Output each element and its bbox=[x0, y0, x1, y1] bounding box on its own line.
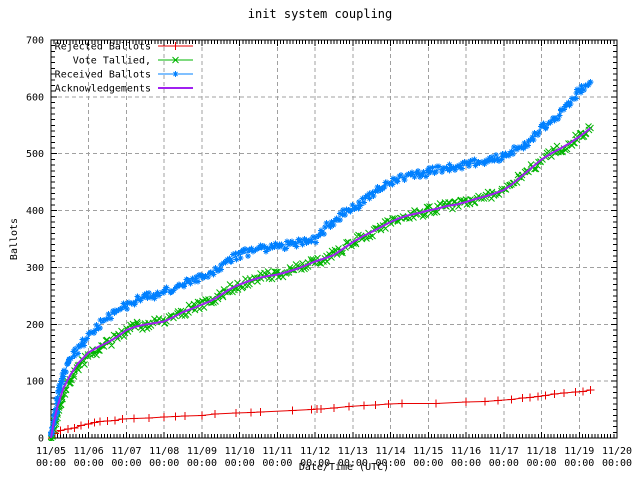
legend: Rejected Ballots Vote Tallied, Received Ba… bbox=[55, 42, 193, 95]
legend-sample-marker bbox=[172, 71, 179, 77]
x-tick-date: 11/10 bbox=[225, 446, 255, 457]
x-tick-date: 11/20 bbox=[602, 446, 632, 457]
series-line bbox=[50, 127, 592, 439]
legend-label: Acknowledgements bbox=[55, 84, 151, 95]
y-tick-label: 600 bbox=[26, 92, 44, 103]
x-tick-date: 11/05 bbox=[36, 446, 66, 457]
plot-border bbox=[50, 39, 618, 439]
x-tick-time: 00:00 bbox=[262, 458, 292, 469]
x-tick-time: 00:00 bbox=[338, 458, 368, 469]
chart-title: init system coupling bbox=[248, 7, 393, 21]
y-tick-label: 100 bbox=[26, 377, 44, 388]
legend-label: Received Ballots bbox=[55, 70, 151, 81]
x-axis-label: Date/Time (UTC) bbox=[299, 462, 389, 473]
x-tick-date: 11/16 bbox=[451, 446, 481, 457]
legend-sample-marker bbox=[172, 56, 179, 64]
x-tick-date: 11/12 bbox=[300, 446, 330, 457]
x-tick-time: 00:00 bbox=[564, 458, 594, 469]
x-tick-date: 11/07 bbox=[111, 446, 141, 457]
x-tick-time: 00:00 bbox=[413, 458, 443, 469]
y-tick-label: 0 bbox=[38, 434, 44, 445]
x-tick-date: 11/17 bbox=[489, 446, 519, 457]
y-tick-label: 700 bbox=[26, 36, 44, 47]
x-tick-time: 00:00 bbox=[36, 458, 66, 469]
x-tick-time: 00:00 bbox=[300, 458, 330, 469]
x-tick-date: 11/15 bbox=[413, 446, 443, 457]
chart-major-ticks bbox=[50, 39, 618, 439]
x-tick-time: 00:00 bbox=[376, 458, 406, 469]
series-line bbox=[50, 389, 591, 439]
series-rejected-ballots bbox=[48, 386, 595, 441]
x-tick-time: 00:00 bbox=[602, 458, 632, 469]
x-tick-date: 11/18 bbox=[526, 446, 556, 457]
x-tick-time: 00:00 bbox=[526, 458, 556, 469]
legend-item: Rejected Ballots bbox=[55, 42, 193, 53]
legend-item: Acknowledgements bbox=[55, 84, 193, 95]
x-tick-time: 00:00 bbox=[489, 458, 519, 469]
x-tick-time: 00:00 bbox=[187, 458, 217, 469]
x-tick-time: 00:00 bbox=[111, 458, 141, 469]
x-tick-time: 00:00 bbox=[225, 458, 255, 469]
legend-sample-marker bbox=[171, 42, 180, 50]
y-axis-label: Ballots bbox=[9, 218, 20, 260]
x-tick-time: 00:00 bbox=[74, 458, 104, 469]
y-tick-label: 300 bbox=[26, 263, 44, 274]
x-tick-date: 11/19 bbox=[564, 446, 594, 457]
y-tick-label: 200 bbox=[26, 320, 44, 331]
x-tick-labels: 11/0500:0011/0600:0011/0700:0011/0800:00… bbox=[36, 446, 632, 469]
x-tick-time: 00:00 bbox=[149, 458, 179, 469]
x-tick-date: 11/11 bbox=[262, 446, 292, 457]
x-tick-date: 11/08 bbox=[149, 446, 179, 457]
legend-item: Received Ballots bbox=[55, 70, 193, 81]
y-tick-label: 400 bbox=[26, 206, 44, 217]
x-tick-date: 11/09 bbox=[187, 446, 217, 457]
chart-grid bbox=[51, 40, 617, 438]
x-tick-date: 11/14 bbox=[376, 446, 406, 457]
legend-item: Vote Tallied, bbox=[73, 56, 193, 67]
legend-label: Rejected Ballots bbox=[55, 42, 151, 53]
chart-minor-ticks bbox=[51, 40, 617, 438]
series-received-ballots bbox=[48, 79, 594, 439]
series-markers bbox=[48, 386, 595, 441]
series-line bbox=[50, 127, 591, 439]
series-acknowledgements bbox=[50, 127, 592, 439]
series-markers bbox=[48, 79, 594, 438]
x-tick-date: 11/06 bbox=[74, 446, 104, 457]
y-tick-labels: 0 100 200 300 400 500 600 700 bbox=[26, 36, 44, 445]
x-tick-date: 11/13 bbox=[338, 446, 368, 457]
x-tick-time: 00:00 bbox=[451, 458, 481, 469]
legend-label: Vote Tallied, bbox=[73, 56, 151, 67]
y-tick-label: 500 bbox=[26, 149, 44, 160]
